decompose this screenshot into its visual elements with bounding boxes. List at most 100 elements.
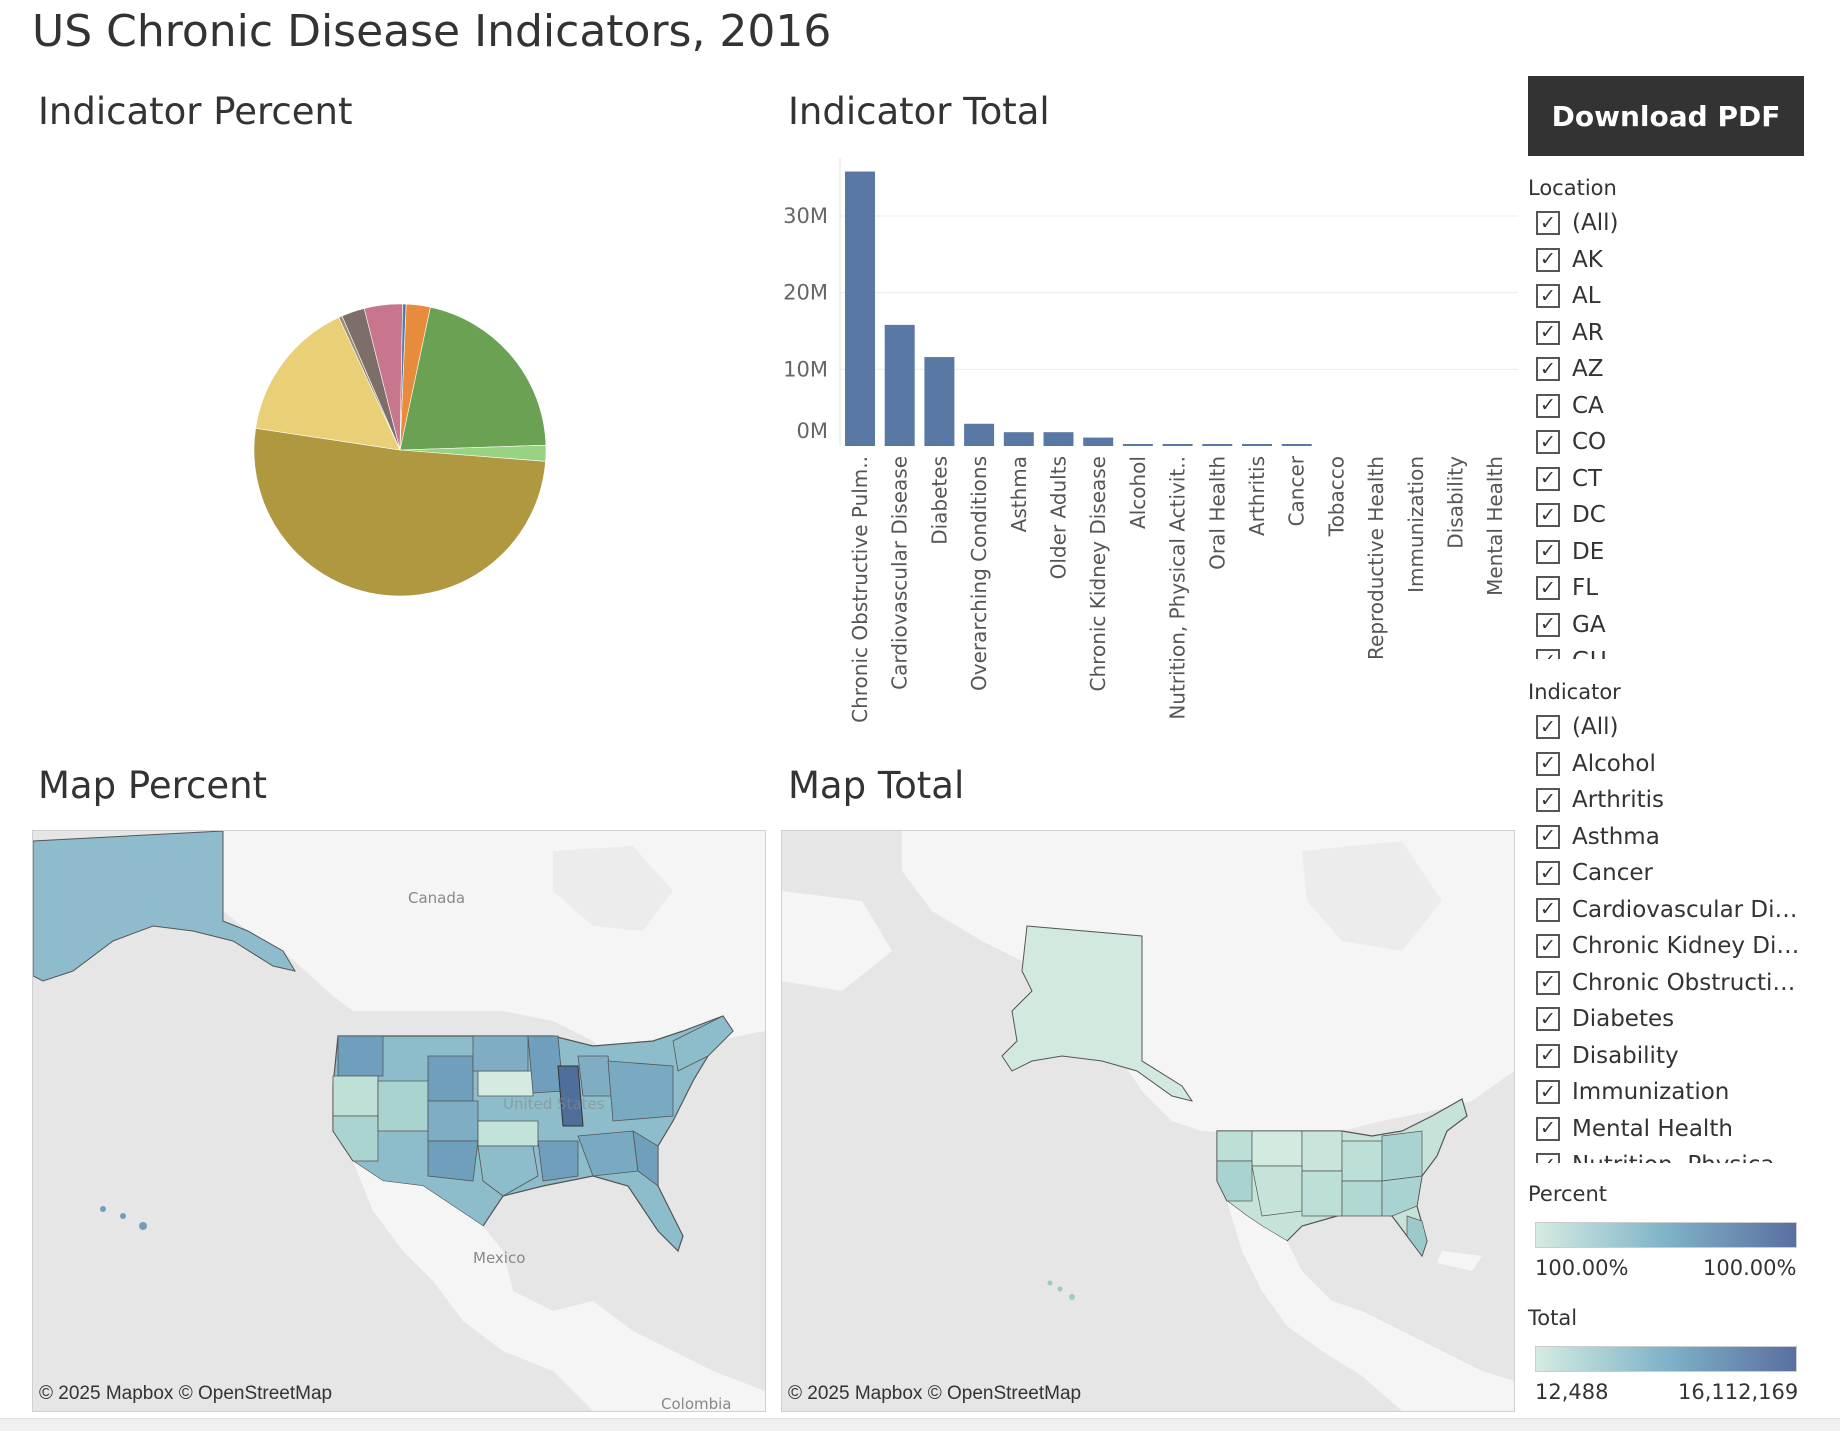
checkbox-checked-icon[interactable]: ✓ [1536, 247, 1560, 272]
filter-item-label: Alcohol [1572, 750, 1656, 777]
filter-item-label: Cancer [1572, 860, 1653, 887]
filter-item[interactable]: ✓ AL [1528, 278, 1818, 315]
filter-item[interactable]: ✓ Cancer [1528, 855, 1818, 892]
filter-item-label: Chronic Obstructive ... [1572, 969, 1802, 996]
bar[interactable] [1281, 444, 1312, 446]
filter-item[interactable]: ✓ (All) [1528, 205, 1818, 242]
filter-item[interactable]: ✓ AZ [1528, 351, 1818, 388]
filter-item[interactable]: ✓ Disability [1528, 1038, 1818, 1075]
pie-slice[interactable] [399, 306, 547, 451]
map-percent[interactable]: Canada Mexico United States Colombia © 2… [32, 830, 766, 1412]
filter-item[interactable]: ✓ CA [1528, 388, 1818, 425]
filter-item[interactable]: ✓ (All) [1528, 709, 1818, 746]
pie-slice[interactable] [399, 303, 431, 451]
bar[interactable] [884, 324, 915, 446]
checkbox-checked-icon[interactable]: ✓ [1536, 576, 1560, 601]
indicator-filter-list[interactable]: ✓ (All) ✓ Alcohol ✓ Arthritis ✓ Asthma ✓ Cancer ✓ C… [1528, 709, 1818, 1163]
filter-item-label: GU [1572, 648, 1802, 659]
bar[interactable] [1003, 432, 1034, 446]
filter-item-label: AZ [1572, 356, 1604, 383]
filter-item[interactable]: ✓ FL [1528, 570, 1818, 607]
map-total-attribution[interactable]: © 2025 Mapbox © OpenStreetMap [788, 1383, 1082, 1404]
filter-item[interactable]: ✓ DE [1528, 534, 1818, 571]
checkbox-checked-icon[interactable]: ✓ [1536, 649, 1560, 659]
bottom-toolbar-strip [0, 1418, 1840, 1431]
indicator-total-bar-chart[interactable]: 0M 10M 20M 30M Chronic Obstructive Pulm.. Car… [760, 150, 1520, 740]
filter-item-label: DE [1572, 538, 1605, 565]
filter-item[interactable]: ✓ GA [1528, 607, 1818, 644]
filter-item-label: CT [1572, 465, 1603, 492]
filter-item[interactable]: ✓ CO [1528, 424, 1818, 461]
checkbox-checked-icon[interactable]: ✓ [1536, 1080, 1560, 1105]
filter-item[interactable]: ✓ Nutrition, Physical A... [1528, 1147, 1818, 1163]
bar[interactable] [1242, 444, 1272, 446]
bar[interactable] [964, 423, 995, 446]
indicator-percent-pie-chart[interactable] [240, 290, 560, 610]
filter-item[interactable]: ✓ Immunization [1528, 1074, 1818, 1111]
filter-item[interactable]: ✓ AK [1528, 242, 1818, 279]
x-category-label: Immunization [1404, 456, 1428, 593]
checkbox-checked-icon[interactable]: ✓ [1536, 284, 1560, 309]
checkbox-checked-icon[interactable]: ✓ [1536, 393, 1560, 418]
bar[interactable] [1202, 444, 1233, 446]
download-pdf-button[interactable]: Download PDF [1528, 76, 1804, 156]
filter-item-label: AR [1572, 319, 1604, 346]
checkbox-checked-icon[interactable]: ✓ [1536, 788, 1560, 813]
map-total[interactable]: © 2025 Mapbox © OpenStreetMap [781, 830, 1515, 1412]
checkbox-checked-icon[interactable]: ✓ [1536, 430, 1560, 455]
bar[interactable] [924, 357, 955, 446]
checkbox-checked-icon[interactable]: ✓ [1536, 503, 1560, 528]
checkbox-checked-icon[interactable]: ✓ [1536, 934, 1560, 959]
bar[interactable] [1122, 444, 1153, 446]
checkbox-checked-icon[interactable]: ✓ [1536, 1043, 1560, 1068]
filter-item-label: Cardiovascular Dise... [1572, 896, 1802, 923]
filter-item[interactable]: ✓ DC [1528, 497, 1818, 534]
checkbox-checked-icon[interactable]: ✓ [1536, 751, 1560, 776]
checkbox-checked-icon[interactable]: ✓ [1536, 466, 1560, 491]
checkbox-checked-icon[interactable]: ✓ [1536, 970, 1560, 995]
checkbox-checked-icon[interactable]: ✓ [1536, 861, 1560, 886]
total-legend-title: Total [1528, 1306, 1578, 1330]
bar[interactable] [1162, 444, 1193, 446]
checkbox-checked-icon[interactable]: ✓ [1536, 320, 1560, 345]
filter-item-label: Arthritis [1572, 787, 1665, 814]
filter-item[interactable]: ✓ Cardiovascular Dise... [1528, 892, 1818, 929]
checkbox-checked-icon[interactable]: ✓ [1536, 612, 1560, 637]
filter-item[interactable]: ✓ Alcohol [1528, 746, 1818, 783]
x-category-label: Chronic Obstructive Pulm.. [848, 456, 872, 723]
filter-item-label: GA [1572, 611, 1606, 638]
map-percent-attribution[interactable]: © 2025 Mapbox © OpenStreetMap [39, 1383, 333, 1404]
checkbox-checked-icon[interactable]: ✓ [1536, 715, 1560, 740]
filter-item-label: (All) [1572, 714, 1619, 741]
map-percent-canvas: Canada Mexico United States Colombia [33, 831, 765, 1411]
filter-item[interactable]: ✓ Arthritis [1528, 782, 1818, 819]
checkbox-checked-icon[interactable]: ✓ [1536, 211, 1560, 236]
checkbox-checked-icon[interactable]: ✓ [1536, 897, 1560, 922]
percent-legend-title: Percent [1528, 1182, 1608, 1206]
percent-legend-gradient [1535, 1222, 1797, 1248]
filter-item[interactable]: ✓ Chronic Obstructive ... [1528, 965, 1818, 1002]
filter-item[interactable]: ✓ Diabetes [1528, 1001, 1818, 1038]
pie-slice[interactable] [255, 317, 401, 451]
bar[interactable] [1083, 437, 1114, 446]
checkbox-checked-icon[interactable]: ✓ [1536, 1153, 1560, 1163]
x-category-label: Overarching Conditions [967, 456, 991, 691]
filter-item[interactable]: ✓ AR [1528, 315, 1818, 352]
location-filter-list[interactable]: ✓(All)✓AK✓AL✓AR✓AZ✓CA✓CO✓CT✓DC✓DE✓FL✓GA✓… [1528, 205, 1818, 659]
pie-slice[interactable] [253, 427, 546, 597]
filter-item-label: Chronic Kidney Dise... [1572, 933, 1802, 960]
checkbox-checked-icon[interactable]: ✓ [1536, 1007, 1560, 1032]
checkbox-checked-icon[interactable]: ✓ [1536, 539, 1560, 564]
bar[interactable] [845, 171, 875, 446]
filter-item[interactable]: ✓ CT [1528, 461, 1818, 498]
filter-item-label: Immunization [1572, 1079, 1730, 1106]
checkbox-checked-icon[interactable]: ✓ [1536, 1116, 1560, 1141]
checkbox-checked-icon[interactable]: ✓ [1536, 824, 1560, 849]
filter-item[interactable]: ✓ Asthma [1528, 819, 1818, 856]
checkbox-checked-icon[interactable]: ✓ [1536, 357, 1560, 382]
map-percent-us-label: United States [503, 1095, 605, 1113]
filter-item[interactable]: ✓ GU [1528, 643, 1818, 659]
filter-item[interactable]: ✓ Chronic Kidney Dise... [1528, 928, 1818, 965]
bar[interactable] [1043, 432, 1074, 446]
filter-item[interactable]: ✓ Mental Health [1528, 1111, 1818, 1148]
